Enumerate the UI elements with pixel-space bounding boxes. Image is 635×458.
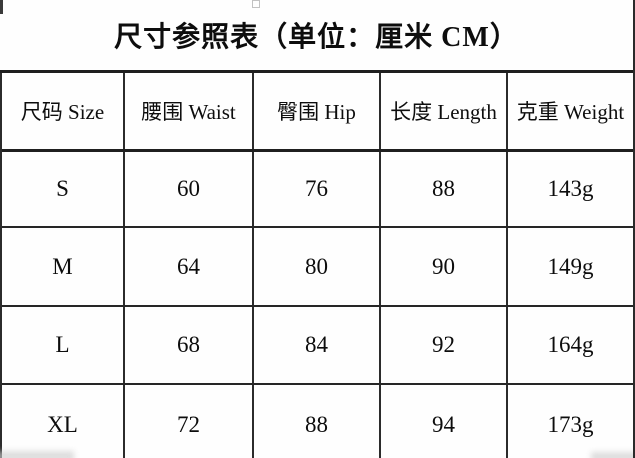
photo-smudge-bottom-right	[591, 452, 633, 458]
cell-weight: 143g	[547, 176, 594, 201]
page-title: 尺寸参照表（单位：厘米 CM）	[0, 0, 633, 73]
cell-weight: 149g	[547, 253, 594, 279]
header-cell-waist: 腰围 Waist	[125, 73, 254, 149]
cell-length: 90	[381, 228, 508, 305]
cell-waist: 68	[125, 307, 254, 383]
cell-size: XL	[2, 385, 125, 458]
table-row-s: S 60 76 88 143g	[2, 152, 633, 228]
photo-speck-artifact	[252, 0, 260, 8]
cell-waist: 60	[125, 152, 254, 226]
cell-hip: 76	[254, 152, 381, 226]
cell-hip: 84	[254, 307, 381, 383]
table-row-m: M 64 80 90 149g	[2, 228, 633, 307]
cell-length: 92	[381, 307, 508, 383]
photo-smudge-bottom-left	[0, 451, 74, 458]
cell-length: 94	[381, 385, 508, 458]
cell-hip: 88	[254, 385, 381, 458]
cell-size: S	[2, 152, 125, 226]
cell-length: 88	[381, 152, 508, 226]
cell-weight: 173g	[547, 412, 594, 437]
cell-size: M	[2, 228, 125, 305]
header-cell-length: 长度 Length	[381, 73, 508, 149]
size-table: 尺码 Size 腰围 Waist 臀围 Hip 长度 Length 克重 Wei…	[0, 73, 633, 458]
cell-weight: 164g	[547, 332, 594, 357]
table-header-row: 尺码 Size 腰围 Waist 臀围 Hip 长度 Length 克重 Wei…	[2, 73, 633, 152]
header-cell-weight: 克重 Weight	[516, 100, 625, 124]
cell-waist: 64	[125, 228, 254, 305]
header-cell-hip: 臀围 Hip	[254, 73, 381, 149]
cell-hip: 80	[254, 228, 381, 305]
cell-waist: 72	[125, 385, 254, 458]
cell-size: L	[2, 307, 125, 383]
table-row-xl: XL 72 88 94 173g	[2, 385, 633, 458]
header-cell-size: 尺码 Size	[2, 73, 125, 149]
table-row-l: L 68 84 92 164g	[2, 307, 633, 385]
photo-corner-artifact	[0, 0, 3, 14]
